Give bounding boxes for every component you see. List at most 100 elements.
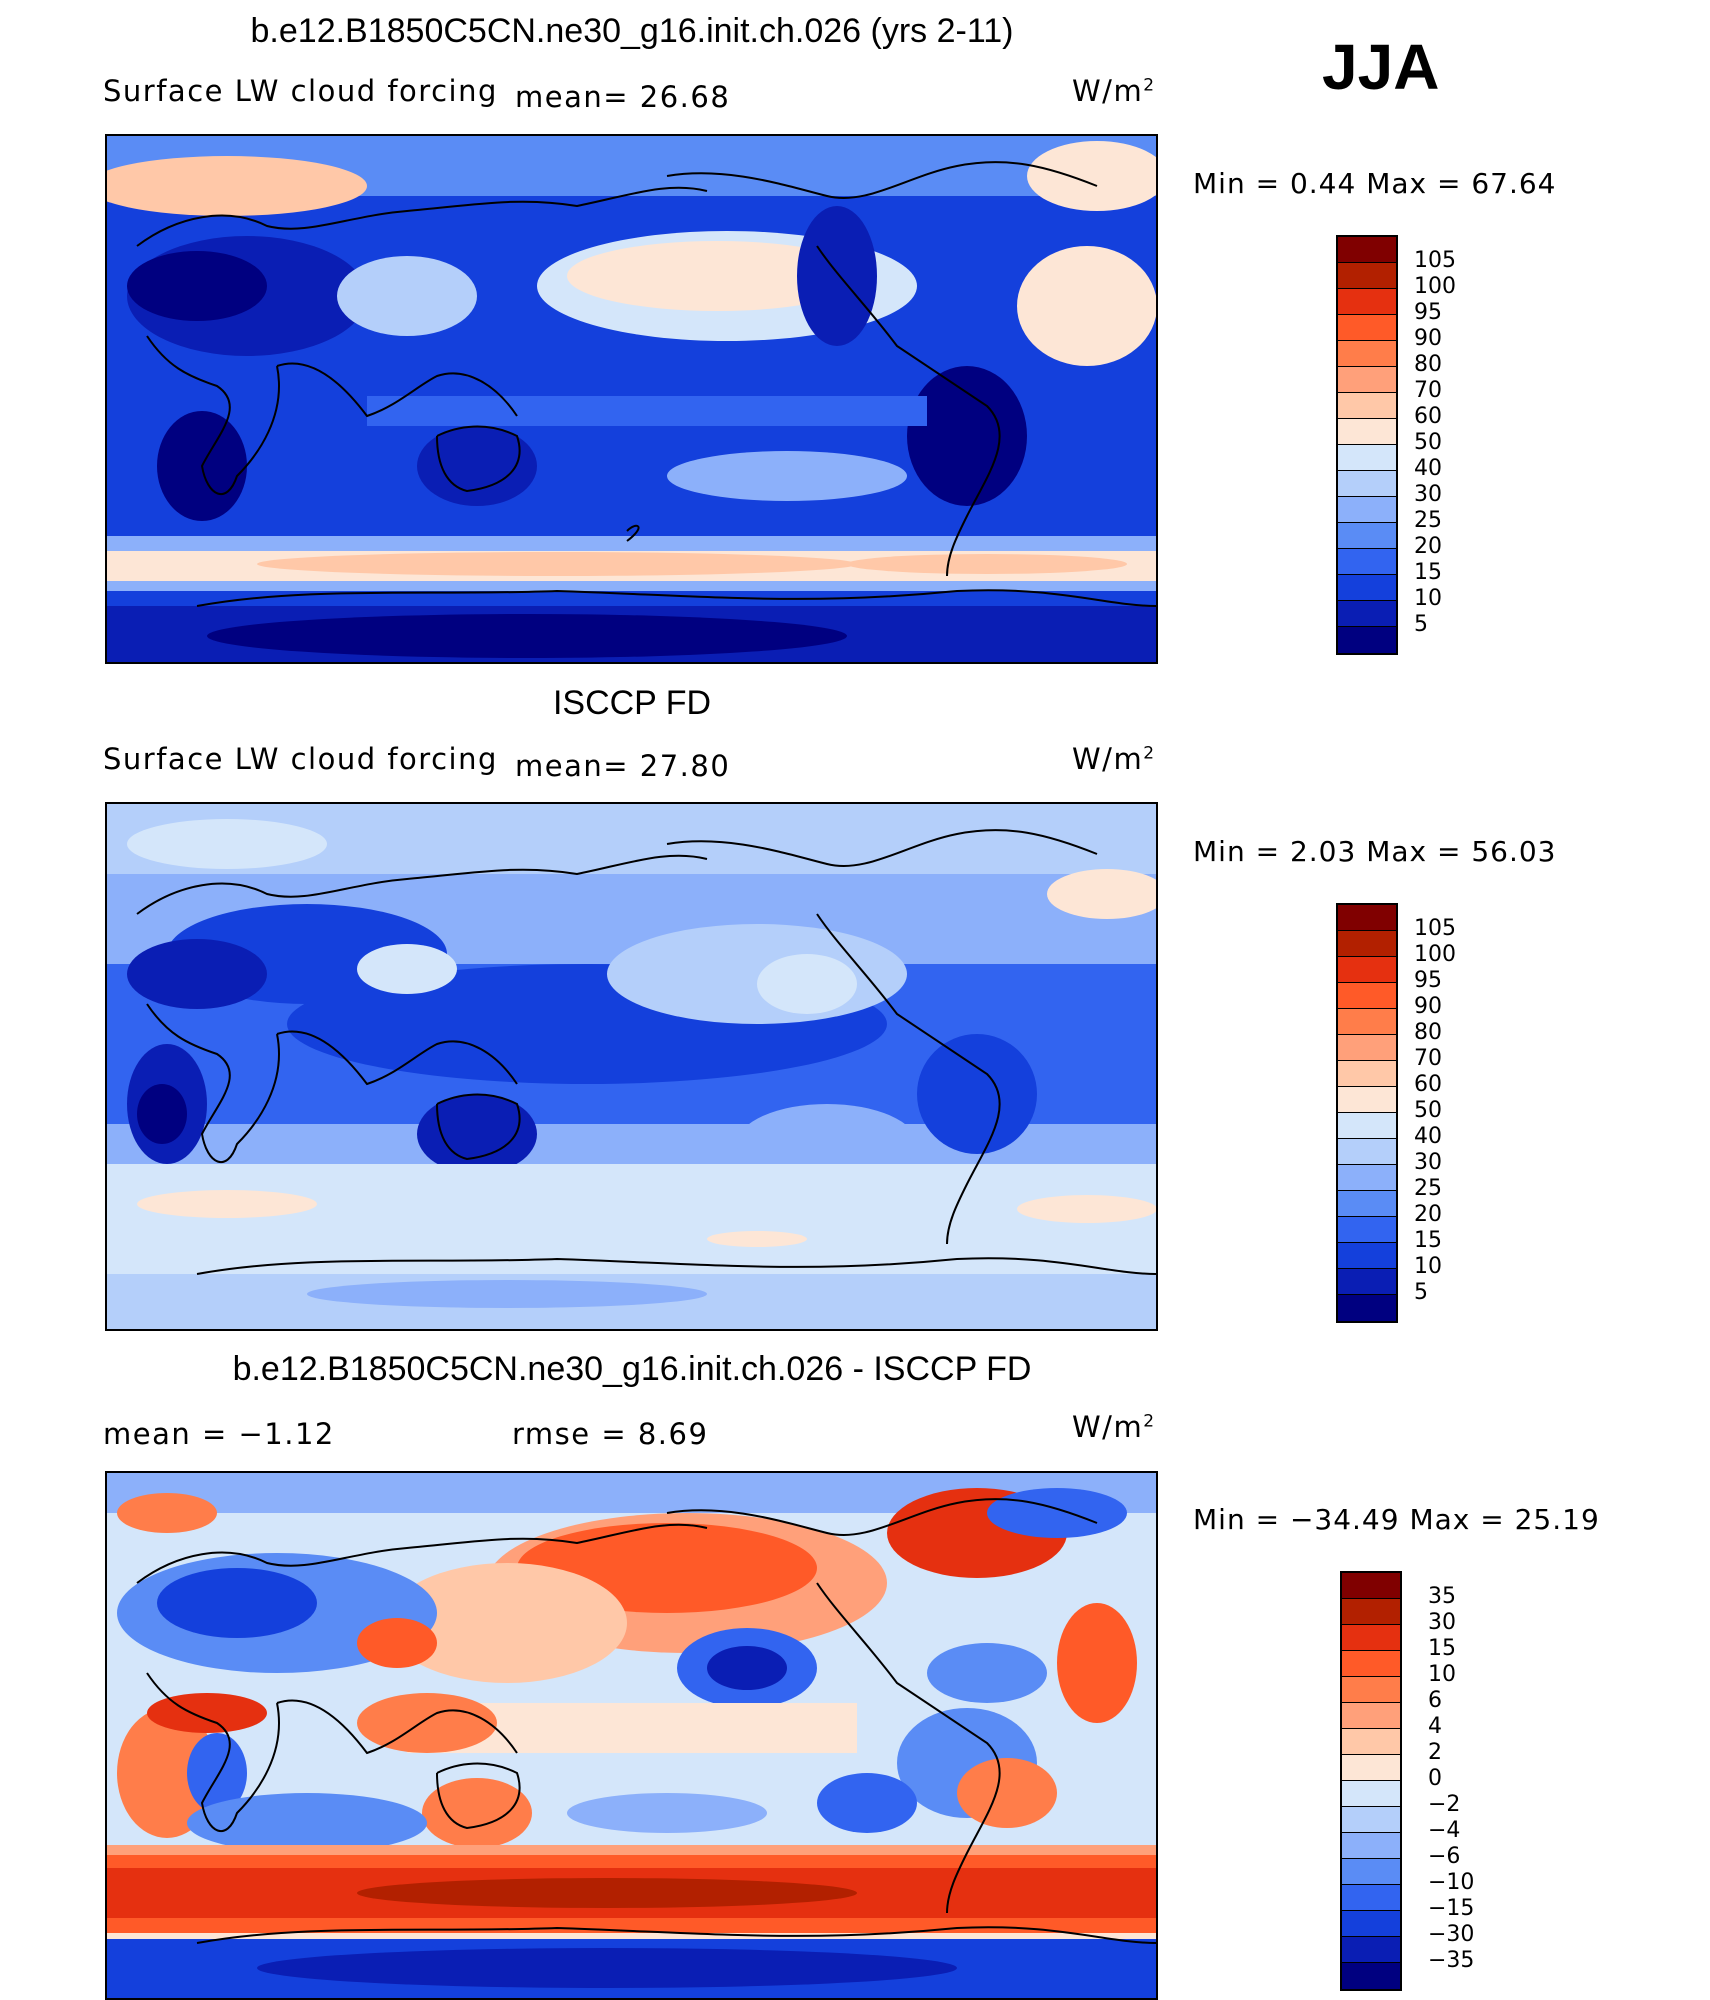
panel-1-variable-label: Surface LW cloud forcing xyxy=(103,74,498,108)
colorbar-level-label: −15 xyxy=(1428,1896,1475,1921)
colorbar-swatch xyxy=(1342,1651,1400,1677)
colorbar-level-label: 20 xyxy=(1414,534,1442,559)
colorbar-swatch xyxy=(1338,1269,1396,1295)
colorbar-swatch xyxy=(1338,1217,1396,1243)
colorbar-swatch xyxy=(1338,367,1396,393)
colorbar-level-label: −35 xyxy=(1428,1948,1475,1973)
season-label: JJA xyxy=(1322,31,1440,103)
colorbar-level-label: 10 xyxy=(1414,1254,1442,1279)
colorbar-swatch xyxy=(1342,1703,1400,1729)
colorbar-level-label: 60 xyxy=(1414,1072,1442,1097)
colorbar-level-label: 5 xyxy=(1414,1280,1428,1305)
colorbar-swatch xyxy=(1338,471,1396,497)
panel-2-colorbar xyxy=(1336,903,1398,1323)
panel-1-title: b.e12.B1850C5CN.ne30_g16.init.ch.026 (yr… xyxy=(250,12,1014,50)
panel-1-minmax: Min = 0.44 Max = 67.64 xyxy=(1193,167,1557,200)
panel-1-colorbar xyxy=(1336,235,1398,655)
colorbar-level-label: 90 xyxy=(1414,994,1442,1019)
colorbar-level-label: 4 xyxy=(1428,1714,1442,1739)
colorbar-level-label: 40 xyxy=(1414,456,1442,481)
colorbar-swatch xyxy=(1342,1729,1400,1755)
colorbar-level-label: 105 xyxy=(1414,916,1456,941)
panel-2-colorbar-labels: 105 100 95 90 80 70 60 50 40 30 25 20 15 10 5 xyxy=(1414,916,1456,1306)
colorbar-level-label: 25 xyxy=(1414,1176,1442,1201)
colorbar-level-label: 80 xyxy=(1414,1020,1442,1045)
colorbar-level-label: 105 xyxy=(1414,248,1456,273)
colorbar-swatch xyxy=(1338,1035,1396,1061)
colorbar-level-label: 10 xyxy=(1414,586,1442,611)
colorbar-level-label: 95 xyxy=(1414,300,1442,325)
colorbar-swatch xyxy=(1338,1087,1396,1113)
colorbar-swatch xyxy=(1338,523,1396,549)
panel-2-units: W/m2 xyxy=(1072,742,1156,776)
panel-3-mean-label: mean = −1.12 xyxy=(103,1417,335,1451)
panel-1-map xyxy=(105,134,1158,664)
panel-1-colorbar-labels: 105 100 95 90 80 70 60 50 40 30 25 20 15 10 5 xyxy=(1414,248,1456,638)
colorbar-level-label: 20 xyxy=(1414,1202,1442,1227)
colorbar-swatch xyxy=(1338,445,1396,471)
colorbar-swatch xyxy=(1338,905,1396,931)
colorbar-level-label: 6 xyxy=(1428,1688,1442,1713)
colorbar-swatch xyxy=(1338,931,1396,957)
panel-2-mean-label: mean= 27.80 xyxy=(515,749,731,783)
colorbar-swatch xyxy=(1338,549,1396,575)
colorbar-level-label: −4 xyxy=(1428,1818,1461,1843)
colorbar-level-label: 40 xyxy=(1414,1124,1442,1149)
panel-3-units: W/m2 xyxy=(1072,1410,1156,1444)
colorbar-level-label: 15 xyxy=(1428,1636,1456,1661)
colorbar-level-label: −10 xyxy=(1428,1870,1475,1895)
colorbar-level-label: 100 xyxy=(1414,274,1456,299)
colorbar-swatch xyxy=(1338,1061,1396,1087)
colorbar-swatch xyxy=(1342,1677,1400,1703)
colorbar-swatch xyxy=(1338,289,1396,315)
colorbar-level-label: 60 xyxy=(1414,404,1442,429)
colorbar-level-label: 2 xyxy=(1428,1740,1442,1765)
colorbar-swatch xyxy=(1338,1113,1396,1139)
panel-2-map xyxy=(105,802,1158,1331)
colorbar-level-label: 50 xyxy=(1414,1098,1442,1123)
panel-3-title: b.e12.B1850C5CN.ne30_g16.init.ch.026 - I… xyxy=(232,1350,1032,1388)
colorbar-swatch xyxy=(1342,1859,1400,1885)
panel-2-minmax: Min = 2.03 Max = 56.03 xyxy=(1193,835,1557,868)
panel-3-colorbar xyxy=(1340,1571,1402,1991)
colorbar-swatch xyxy=(1338,315,1396,341)
colorbar-level-label: 100 xyxy=(1414,942,1456,967)
panel-3-map xyxy=(105,1471,1158,2000)
colorbar-swatch xyxy=(1338,1243,1396,1269)
colorbar-swatch xyxy=(1342,1625,1400,1651)
panel-1-mean-label: mean= 26.68 xyxy=(515,80,731,114)
colorbar-swatch xyxy=(1338,1165,1396,1191)
colorbar-swatch xyxy=(1342,1885,1400,1911)
colorbar-level-label: 95 xyxy=(1414,968,1442,993)
colorbar-swatch xyxy=(1338,1139,1396,1165)
colorbar-level-label: 50 xyxy=(1414,430,1442,455)
colorbar-level-label: 15 xyxy=(1414,1228,1442,1253)
colorbar-level-label: 80 xyxy=(1414,352,1442,377)
colorbar-swatch xyxy=(1338,1191,1396,1217)
colorbar-level-label: 70 xyxy=(1414,1046,1442,1071)
colorbar-swatch xyxy=(1342,1807,1400,1833)
panel-3-minmax: Min = −34.49 Max = 25.19 xyxy=(1193,1503,1600,1536)
colorbar-swatch xyxy=(1338,341,1396,367)
colorbar-swatch xyxy=(1342,1573,1400,1599)
colorbar-swatch xyxy=(1338,237,1396,263)
panel-1-units: W/m2 xyxy=(1072,74,1156,108)
colorbar-level-label: −2 xyxy=(1428,1792,1461,1817)
panel-2-title: ISCCP FD xyxy=(552,684,712,722)
colorbar-level-label: 0 xyxy=(1428,1766,1442,1791)
panel-2-variable-label: Surface LW cloud forcing xyxy=(103,742,498,776)
colorbar-swatch xyxy=(1342,1755,1400,1781)
colorbar-level-label: 5 xyxy=(1414,612,1428,637)
colorbar-level-label: 30 xyxy=(1428,1610,1456,1635)
colorbar-swatch xyxy=(1338,983,1396,1009)
panel-3-colorbar-labels: 35 30 15 10 6 4 2 0 −2 −4 −6 −10 −15 −30 −35 xyxy=(1428,1584,1474,1974)
colorbar-level-label: 10 xyxy=(1428,1662,1456,1687)
colorbar-level-label: 25 xyxy=(1414,508,1442,533)
colorbar-level-label: −30 xyxy=(1428,1922,1475,1947)
colorbar-level-label: −6 xyxy=(1428,1844,1461,1869)
colorbar-swatch xyxy=(1342,1937,1400,1963)
panel-3-rmse-label: rmse = 8.69 xyxy=(512,1417,709,1451)
colorbar-swatch xyxy=(1338,1009,1396,1035)
colorbar-level-label: 30 xyxy=(1414,482,1442,507)
colorbar-level-label: 15 xyxy=(1414,560,1442,585)
